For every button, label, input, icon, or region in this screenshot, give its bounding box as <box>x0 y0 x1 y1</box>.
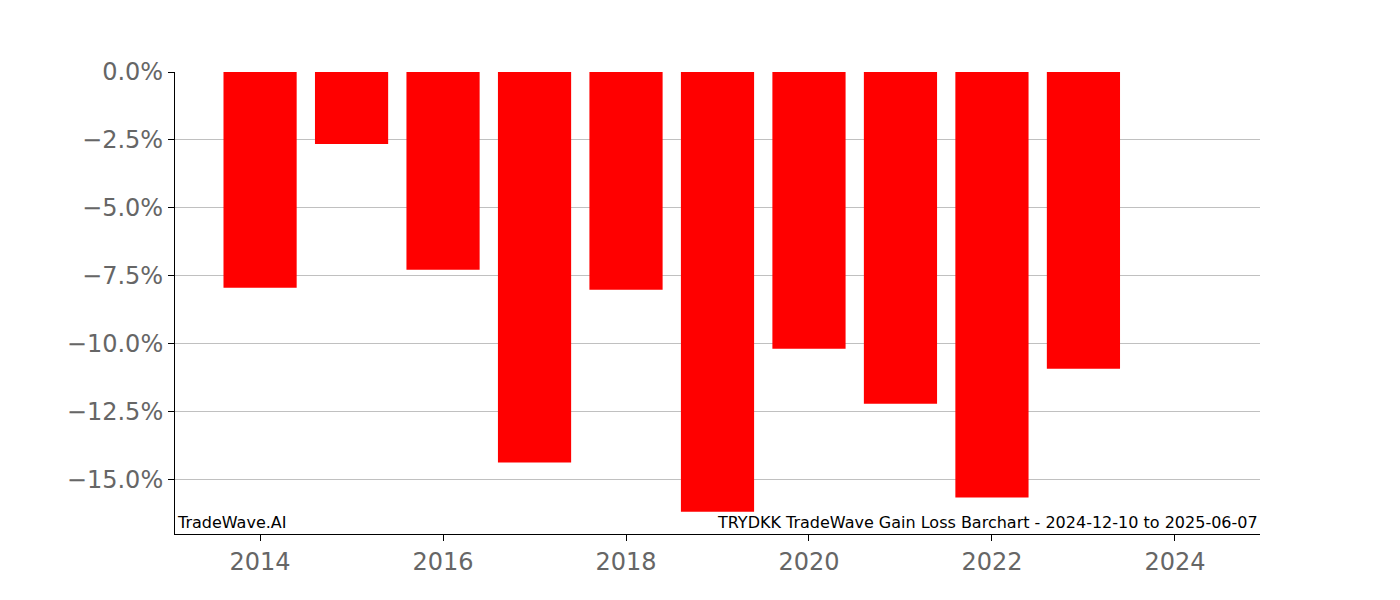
svg-text:TRYDKK TradeWave Gain Loss Bar: TRYDKK TradeWave Gain Loss Barchart - 20… <box>717 513 1258 532</box>
svg-text:−12.5%: −12.5% <box>67 398 163 426</box>
svg-text:TradeWave.AI: TradeWave.AI <box>177 513 286 532</box>
svg-text:0.0%: 0.0% <box>102 58 163 86</box>
svg-text:2016: 2016 <box>413 548 474 576</box>
svg-text:2024: 2024 <box>1144 548 1205 576</box>
svg-text:2014: 2014 <box>230 548 291 576</box>
svg-text:−10.0%: −10.0% <box>67 330 163 358</box>
svg-text:2020: 2020 <box>778 548 839 576</box>
svg-text:2022: 2022 <box>961 548 1022 576</box>
svg-text:−2.5%: −2.5% <box>82 126 163 154</box>
svg-text:−5.0%: −5.0% <box>82 194 163 222</box>
svg-text:2018: 2018 <box>595 548 656 576</box>
svg-text:−15.0%: −15.0% <box>67 466 163 494</box>
svg-text:−7.5%: −7.5% <box>82 262 163 290</box>
